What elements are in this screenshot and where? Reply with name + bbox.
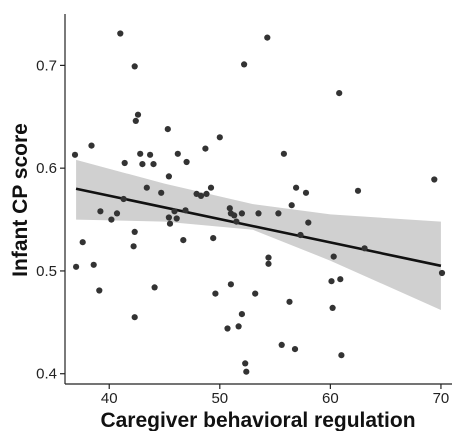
data-point	[131, 63, 138, 70]
data-point	[197, 192, 205, 199]
data-point	[302, 189, 310, 196]
data-point	[354, 187, 362, 194]
y-tick-label: 0.4	[36, 366, 57, 383]
data-point	[73, 263, 80, 270]
x-tick-label: 60	[322, 390, 339, 407]
data-point	[180, 237, 187, 244]
y-tick-label: 0.5	[36, 263, 57, 280]
y-axis-title: Infant CP score	[9, 123, 32, 277]
axes	[64, 14, 452, 385]
data-point	[202, 145, 209, 152]
x-tick-label: 40	[101, 390, 118, 407]
y-tick-label: 0.7	[36, 57, 57, 74]
data-point	[286, 298, 293, 305]
data-point	[255, 210, 262, 217]
regression-line	[75, 187, 442, 268]
data-point	[233, 218, 240, 225]
data-point	[165, 214, 172, 221]
data-point	[337, 276, 344, 283]
data-point	[132, 117, 139, 124]
data-point	[242, 360, 249, 367]
data-point	[238, 210, 245, 217]
data-point	[280, 150, 287, 157]
data-point	[113, 210, 121, 217]
data-point	[227, 281, 234, 288]
data-point	[235, 323, 242, 330]
confidence-band	[76, 159, 441, 310]
data-point	[210, 235, 217, 242]
data-point	[147, 151, 154, 158]
data-point	[431, 176, 438, 183]
data-point	[275, 210, 282, 217]
data-point	[297, 231, 304, 239]
data-point	[252, 290, 259, 297]
data-point	[338, 352, 345, 359]
data-point	[264, 34, 271, 41]
data-point	[117, 30, 124, 37]
x-axis-title: Caregiver behavioral regulation	[100, 409, 415, 431]
data-point	[238, 311, 245, 318]
data-point	[224, 325, 231, 332]
data-point	[231, 212, 238, 219]
data-point	[134, 111, 142, 118]
data-point	[137, 150, 144, 157]
data-point	[336, 90, 343, 97]
y-tick-label: 0.6	[36, 160, 57, 177]
data-point	[278, 341, 285, 348]
data-point	[71, 151, 79, 158]
data-point	[203, 190, 210, 197]
ticks: 40 50 60 70 0.4 0.5 0.6 0.7	[36, 57, 449, 407]
data-point	[90, 261, 97, 268]
x-tick-label: 50	[211, 390, 228, 407]
data-point	[96, 287, 103, 294]
data-point	[328, 278, 335, 285]
data-point	[151, 284, 158, 291]
data-point	[79, 239, 86, 246]
data-point	[305, 219, 312, 226]
data-point	[291, 346, 299, 353]
data-point	[293, 184, 300, 191]
data-point	[173, 215, 180, 222]
data-point	[438, 269, 446, 277]
data-point	[226, 205, 233, 212]
data-point	[97, 208, 104, 215]
data-point	[241, 61, 248, 68]
data-point	[216, 134, 223, 141]
data-point	[130, 243, 137, 250]
data-point	[265, 260, 272, 267]
data-point	[108, 216, 115, 223]
x-tick-label: 70	[433, 390, 450, 407]
data-point	[174, 150, 181, 157]
data-point	[150, 161, 157, 168]
data-point	[182, 207, 189, 214]
data-point	[165, 173, 172, 180]
data-point	[330, 253, 337, 260]
data-point	[212, 290, 219, 297]
data-point	[361, 245, 368, 252]
data-point	[120, 195, 127, 203]
data-point	[158, 189, 165, 196]
data-point	[121, 159, 128, 167]
confidence-band-layer	[76, 159, 441, 310]
fit-line-layer	[75, 187, 442, 268]
data-point	[139, 161, 146, 168]
data-point	[131, 314, 138, 321]
data-point	[166, 220, 174, 227]
data-point	[88, 142, 95, 149]
data-point	[171, 208, 178, 215]
data-point	[207, 184, 215, 191]
data-point	[288, 202, 295, 209]
data-point	[265, 254, 272, 261]
data-point	[329, 304, 336, 311]
data-point	[164, 126, 171, 133]
data-point	[243, 368, 250, 375]
data-points-layer	[71, 30, 446, 375]
data-point	[143, 184, 150, 191]
data-point	[183, 158, 190, 166]
data-point	[131, 228, 138, 235]
